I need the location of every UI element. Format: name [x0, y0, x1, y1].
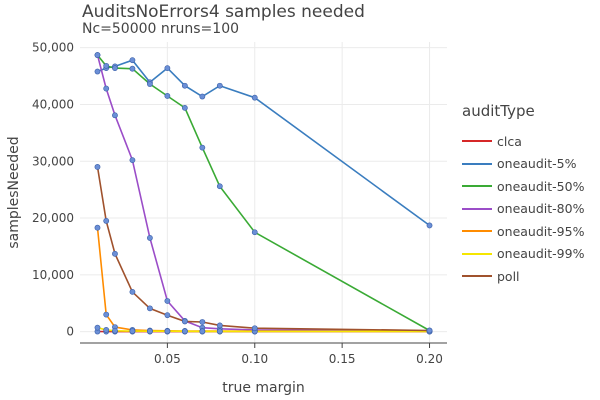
legend-label: clca [497, 133, 522, 149]
series-line [96, 227, 430, 333]
data-point [181, 318, 188, 325]
y-tick-label: 10,000 [32, 268, 74, 282]
series-line [96, 54, 430, 332]
x-tick-label: 0.15 [329, 352, 356, 366]
y-tick-label: 50,000 [32, 41, 74, 55]
data-point [147, 235, 153, 241]
data-point [103, 311, 110, 318]
data-point [103, 327, 110, 333]
data-point [94, 164, 101, 170]
data-point [129, 288, 136, 295]
data-point [112, 112, 118, 119]
data-point [199, 328, 206, 335]
data-point [181, 328, 188, 335]
legend-swatch [462, 140, 492, 143]
data-point [94, 52, 101, 58]
legend-swatch [462, 252, 492, 255]
x-tick-label: 0.10 [241, 352, 268, 366]
data-point [112, 327, 118, 334]
legend-swatch [462, 207, 492, 210]
data-point [103, 217, 110, 224]
data-point [129, 328, 136, 334]
data-point [112, 65, 118, 72]
data-point [103, 62, 110, 69]
y-axis-label: samplesNeeded [6, 136, 22, 248]
series-line [96, 166, 430, 332]
data-point [216, 183, 223, 190]
data-point [251, 325, 258, 332]
data-point [164, 328, 171, 335]
data-point [251, 94, 258, 101]
y-tick-label: 20,000 [32, 211, 74, 225]
legend-title: auditType [462, 102, 535, 120]
data-point [103, 85, 110, 92]
data-point [426, 222, 433, 229]
series-line [96, 54, 430, 332]
data-point [181, 82, 188, 89]
legend-swatch [462, 185, 492, 188]
data-point [94, 324, 101, 331]
chart-subtitle: Nc=50000 nruns=100 [82, 21, 240, 37]
data-point [164, 65, 171, 72]
data-point [426, 327, 433, 334]
y-tick-label: 0 [66, 325, 74, 339]
data-point [147, 81, 153, 87]
x-tick-label: 0.05 [154, 352, 181, 366]
chart-title: AuditsNoErrors4 samples needed [82, 2, 365, 22]
data-point [164, 298, 171, 304]
data-point [94, 68, 101, 75]
data-point [181, 104, 188, 111]
data-point [216, 322, 223, 329]
legend-label: oneaudit-99% [497, 246, 585, 262]
legend-label: oneaudit-50% [497, 178, 585, 194]
data-point [199, 319, 206, 325]
data-point [112, 250, 118, 257]
legend-item[interactable]: oneaudit-80% [462, 198, 584, 221]
data-point [129, 157, 136, 164]
data-point [199, 93, 206, 100]
data-point [216, 82, 223, 89]
y-tick-label: 40,000 [32, 97, 74, 111]
legend-item[interactable]: oneaudit-95% [462, 220, 584, 243]
data-point [147, 328, 153, 335]
legend-item[interactable]: oneaudit-50% [462, 175, 584, 198]
y-tick-label: 30,000 [32, 154, 74, 168]
legend-item[interactable]: oneaudit-5% [462, 153, 584, 176]
legend-item[interactable]: clca [462, 130, 584, 153]
legend: auditType clca oneaudit-5% oneaudit-50% one… [462, 102, 584, 288]
legend-swatch [462, 162, 492, 165]
x-tick-label: 0.20 [416, 352, 443, 366]
legend-label: oneaudit-80% [497, 201, 585, 217]
legend-label: oneaudit-95% [497, 223, 585, 239]
data-point [164, 93, 171, 99]
legend-swatch [462, 230, 492, 233]
x-axis-label: true margin [222, 380, 305, 396]
data-point [216, 328, 223, 335]
data-point [129, 57, 136, 64]
data-point [199, 144, 206, 151]
data-point [94, 224, 101, 231]
legend-swatch [462, 275, 492, 278]
legend-label: poll [497, 268, 520, 284]
data-point [251, 229, 258, 236]
data-point [164, 312, 171, 319]
legend-item[interactable]: poll [462, 265, 584, 288]
data-point [147, 305, 153, 312]
data-point [129, 65, 136, 72]
legend-item[interactable]: oneaudit-99% [462, 243, 584, 266]
legend-label: oneaudit-5% [497, 156, 577, 172]
